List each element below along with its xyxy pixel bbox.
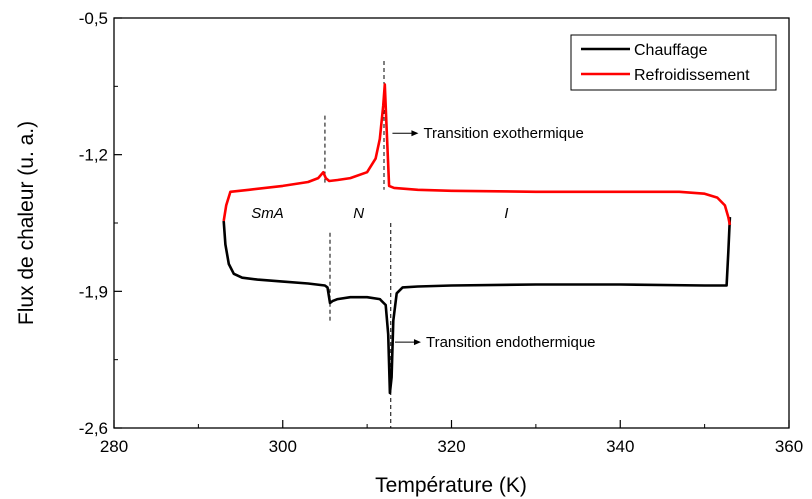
series-line-chauffage <box>222 217 732 395</box>
y-tick-label: -1,2 <box>79 146 108 165</box>
phase-label: N <box>353 205 364 222</box>
legend-entry: Refroidissement <box>634 67 750 84</box>
x-tick-label: 360 <box>775 437 803 456</box>
phase-label: I <box>504 205 508 222</box>
x-tick-label: 340 <box>606 437 634 456</box>
series-line-refroidissement <box>222 83 732 226</box>
phase-label: SmA <box>251 205 284 222</box>
x-tick-label: 300 <box>269 437 297 456</box>
legend-entry: Chauffage <box>634 42 708 59</box>
legend-box <box>570 34 777 91</box>
x-axis-ticks: 280 300 320 340 360 <box>100 420 803 456</box>
annotation-label: Transition exothermique <box>423 125 583 142</box>
y-tick-label: -2,6 <box>79 419 108 438</box>
annotations: Transition exothermique Transition endoth… <box>251 125 595 351</box>
annotation-arrowhead <box>413 339 421 346</box>
y-tick-label: -0,5 <box>79 9 108 28</box>
y-axis-ticks: -0,5 -1,2 -1,9 -2,6 <box>79 9 122 438</box>
y-axis-label: Flux de chaleur (u. a.) <box>15 121 38 325</box>
y-tick-label: -1,9 <box>79 282 108 301</box>
x-tick-label: 320 <box>437 437 465 456</box>
legend: Chauffage Refroidissement <box>570 34 777 91</box>
x-axis-label: Température (K) <box>375 474 527 497</box>
data-series <box>222 83 732 395</box>
annotation-label: Transition endothermique <box>426 334 596 351</box>
annotation-arrowhead <box>411 130 419 137</box>
x-tick-label: 280 <box>100 437 128 456</box>
